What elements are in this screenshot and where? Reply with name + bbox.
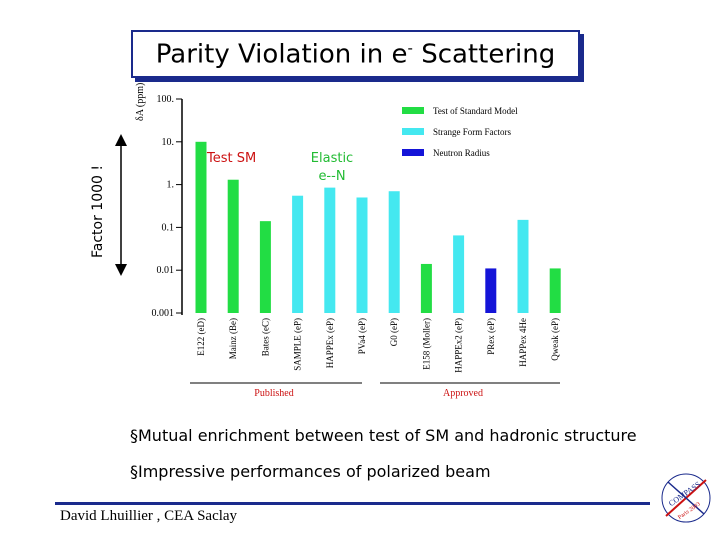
bar-8 [453,235,465,313]
legend-swatch-sm [402,107,424,114]
title-box: Parity Violation in e- Scattering [131,30,580,78]
x-label-9: PRex (eP) [486,318,496,355]
y-tick-label-3: 0.1 [162,222,175,233]
bar-5 [356,197,368,313]
title-end: Scattering [412,39,556,70]
bar-9 [485,268,497,313]
parity-chart: 100. 10. 1. 0.1 0.01 0.001 δA (ppm) Test of St… [115,83,561,399]
annotation-elastic-sub: e--N [318,169,345,184]
x-label-5: PVa4 (eP) [357,318,367,354]
bullet-1: §Mutual enrichment between test of SM an… [130,426,637,445]
x-label-10: HAPPex 4He [518,318,528,367]
bar-2 [259,221,271,313]
x-label-11: Qweak (eP) [550,318,560,361]
x-label-0: E122 (eD) [196,318,206,356]
x-label-8: HAPPEx2 (eP) [454,318,464,373]
legend-swatch-nr [402,149,424,156]
x-label-7: E158 (Moller) [421,318,431,370]
title-superscript: - [407,38,413,57]
bar-4 [324,187,336,313]
compass-logo: COMPASS Paris 2003 [661,473,711,523]
x-label-2: Bates (eC) [260,318,270,356]
annotation-elastic: Elastic [311,151,353,166]
title-main: Parity Violation in e [155,39,408,70]
annotation-test-sm: Test SM [206,151,256,166]
group-approved: Approved [443,388,483,399]
y-tick-label-0: 100. [157,94,175,105]
legend-label-sm: Test of Standard Model [433,106,518,116]
y-tick-label-2: 1. [167,180,175,191]
legend-swatch-ff [402,128,424,135]
bullet-2: §Impressive performances of polarized be… [130,462,491,481]
footer-rule [55,502,650,505]
group-published: Published [254,388,293,399]
bar-10 [517,219,529,313]
bar-1 [227,179,239,313]
y-tick-label-4: 0.01 [157,265,175,276]
bar-6 [388,191,400,313]
bar-3 [292,195,304,313]
y-tick-label-5: 0.001 [152,308,175,319]
x-label-1: Mainz (Be) [228,318,238,359]
slide-title: Parity Violation in e- Scattering [156,39,555,70]
x-label-6: G0 (eP) [389,318,399,346]
x-label-4: HAPPEx (eP) [325,318,335,368]
x-label-3: SAMPLE (eP) [293,318,303,371]
author-name: David Lhuillier , CEA Saclay [60,508,238,524]
y-axis-label: δA (ppm) [135,83,146,121]
legend-label-nr: Neutron Radius [433,148,490,158]
legend-label-ff: Strange Form Factors [433,127,511,137]
bar-11 [549,268,561,313]
bar-0 [195,141,207,313]
bar-7 [420,263,432,313]
y-tick-label-1: 10. [162,137,175,148]
